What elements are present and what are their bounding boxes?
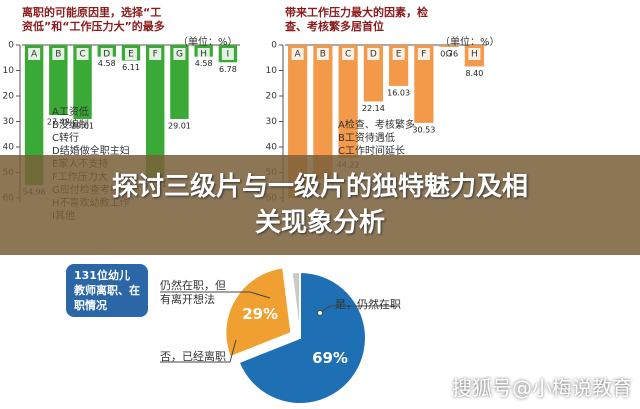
unit-label: （单位：%） [178,37,238,48]
y-tick-label: 20 [3,92,15,102]
x-tick-label: C [345,50,351,60]
banner-text: 探讨三级片与一级片的独特魅力及相关现象分析 [111,172,528,238]
legend-entry: B没编制 [52,118,89,131]
leader-dot [317,310,323,316]
value-label: 16.03 [387,88,410,97]
category-box [342,48,355,60]
category-box [149,48,162,60]
category-box [392,48,405,60]
bar [170,45,189,119]
category-box [291,48,304,60]
value-label: 4.58 [195,59,213,68]
x-tick-label: H [200,50,207,60]
bar [49,45,68,116]
y-tick-label: 30 [266,117,278,127]
x-tick-label: B [55,50,61,60]
legend-entry: A工资低 [52,105,89,118]
bar [24,45,44,186]
pie-label: 否，已经离职 [160,350,226,363]
y-tick-label: 40 [3,143,15,153]
pie-title: 131位幼儿教师离职、在职情况 [66,264,148,317]
category-box [417,48,430,60]
legend-entry: B工资待遇低 [338,131,395,144]
legend-entry: D结婚做全职主妇 [52,144,130,157]
bar [439,45,459,47]
y-tick-label: 30 [3,117,15,127]
leader-line [160,339,237,363]
x-tick-label: F [421,50,426,60]
y-tick-label: 40 [266,143,278,153]
legend-entry: A检查、考核繁多 [338,118,415,131]
unit-label: （单位：%） [440,37,500,48]
x-tick-label: D [103,50,110,60]
legend-entry: C工作时间延长 [338,144,405,157]
category-box [125,48,137,60]
category-box [76,48,89,60]
x-tick-label: C [79,50,85,60]
x-tick-label: I [227,50,230,60]
bar [146,45,165,178]
chart-title: 带来工作压力最大的因素，检查、考核繁多居首位 [285,6,428,33]
x-tick-label: E [128,50,134,60]
x-tick-label: A [295,50,302,60]
legend-entry: C转行 [52,131,79,144]
value-label: 22.14 [362,104,385,113]
x-tick-label: D [370,50,377,60]
value-label: 30.53 [412,125,435,134]
category-box [367,48,380,60]
value-label: 29.01 [71,121,94,130]
value-label: 29.01 [168,121,191,130]
y-tick-label: 20 [266,92,278,102]
value-label: 0.76 [440,49,458,58]
x-tick-label: H [471,50,478,60]
value-label: 6.11 [122,63,140,72]
x-tick-label: F [153,50,158,60]
leader-line [160,291,271,299]
watermark: 搜狐号@小梅说教育 [452,376,632,400]
bar [414,45,434,123]
category-box [173,48,186,60]
value-label: 4.58 [98,59,116,68]
y-tick-label: 10 [3,66,15,76]
bar [73,45,92,119]
y-tick-label: 10 [266,66,278,76]
pie-label: 仍然在职，但有离开想法 [160,279,226,306]
chart-title: 离职的可能原因里，选择“工资低”和“工作压力大”的最多 [22,6,165,33]
value-label: 8.40 [465,69,483,78]
y-tick-label: 0 [8,41,14,51]
category-box [100,48,113,60]
value-label: 6.78 [219,65,237,74]
x-tick-label: G [446,50,453,60]
x-tick-label: G [176,50,183,60]
category-box [52,48,65,60]
x-tick-label: B [320,50,326,60]
x-tick-label: E [396,50,402,60]
category-box [221,48,234,60]
value-label: 29% [242,305,278,323]
pie-slice [290,270,301,339]
pie-slice [237,270,367,405]
x-tick-label: A [31,50,38,60]
pie-label: 是，仍然在职 [335,298,401,311]
value-label: 69% [312,349,348,367]
category-box [468,48,481,60]
bar [313,45,333,180]
pie-slice [224,266,293,359]
category-box [316,48,329,60]
value-label: 27.48 [47,118,70,127]
category-box [443,48,456,60]
category-box [28,48,41,60]
bar [338,45,358,158]
y-tick-label: 0 [271,41,277,51]
leader-line [319,305,400,314]
category-box [197,48,210,60]
banner: 探讨三级片与一级片的独特魅力及相关现象分析 [0,155,640,255]
